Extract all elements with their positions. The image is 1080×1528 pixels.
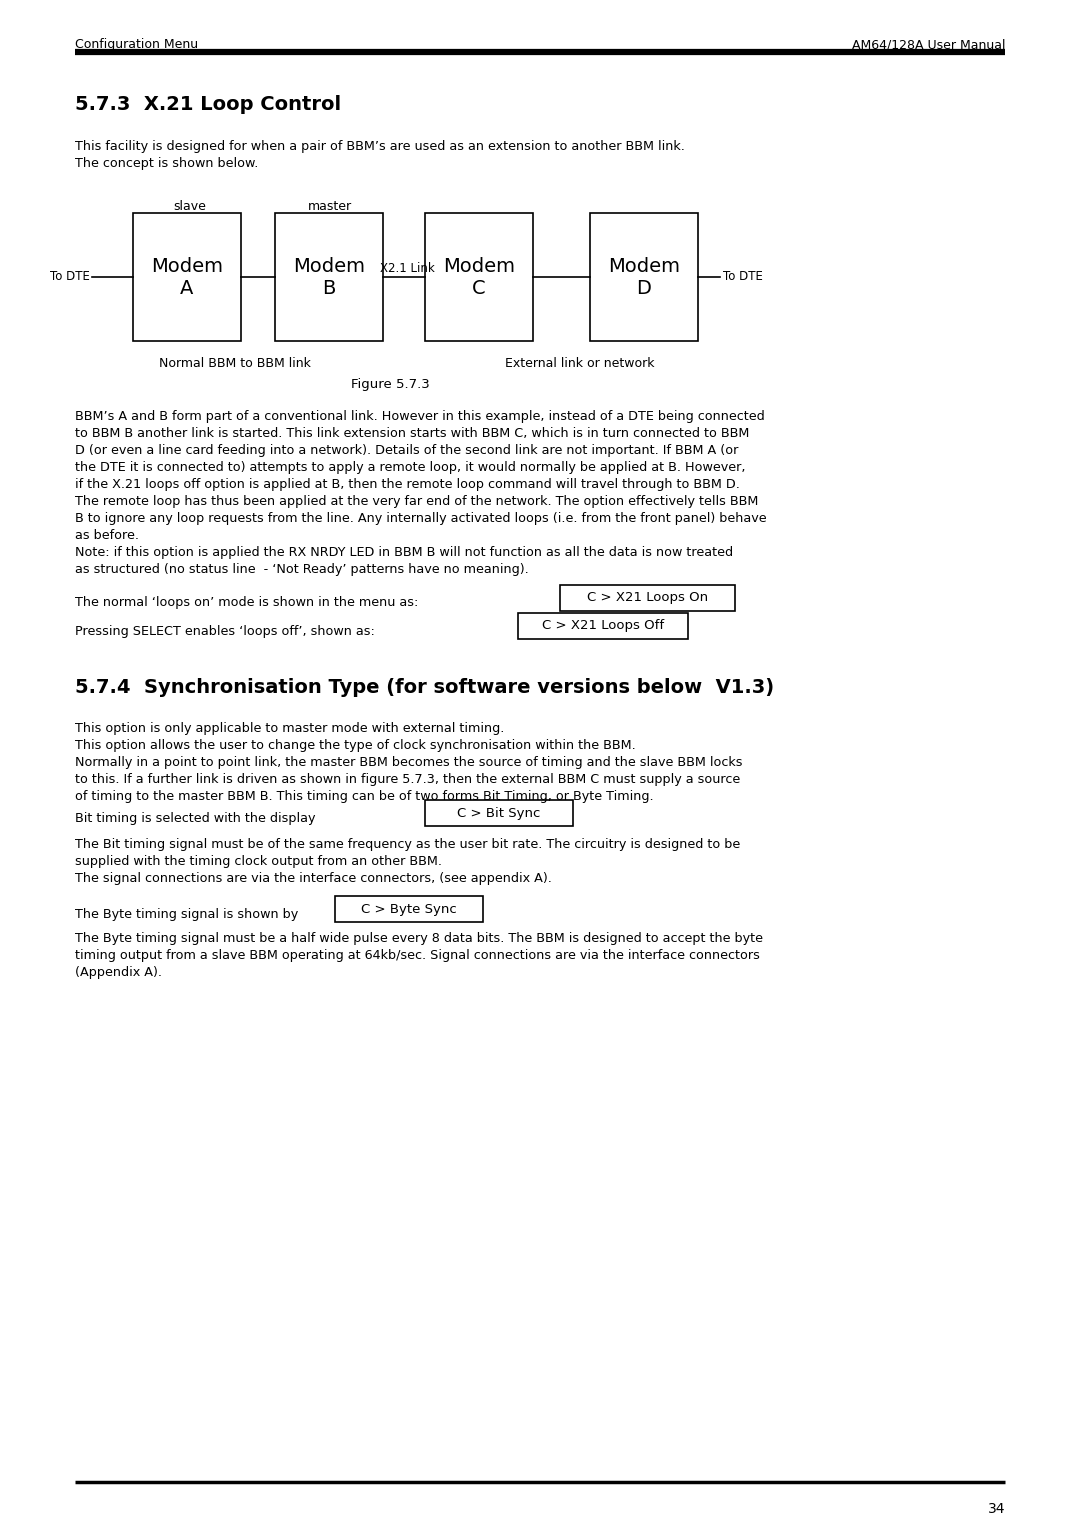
Text: The remote loop has thus been applied at the very far end of the network. The op: The remote loop has thus been applied at…: [75, 495, 758, 507]
Text: The Byte timing signal must be a half wide pulse every 8 data bits. The BBM is d: The Byte timing signal must be a half wi…: [75, 932, 762, 944]
Text: The normal ‘loops on’ mode is shown in the menu as:: The normal ‘loops on’ mode is shown in t…: [75, 596, 418, 610]
Text: The Bit timing signal must be of the same frequency as the user bit rate. The ci: The Bit timing signal must be of the sam…: [75, 837, 740, 851]
Text: B to ignore any loop requests from the line. Any internally activated loops (i.e: B to ignore any loop requests from the l…: [75, 512, 767, 526]
Text: Bit timing is selected with the display: Bit timing is selected with the display: [75, 811, 315, 825]
Text: Pressing SELECT enables ‘loops off’, shown as:: Pressing SELECT enables ‘loops off’, sho…: [75, 625, 375, 639]
Text: AM64/128A User Manual: AM64/128A User Manual: [851, 38, 1005, 50]
Text: C > X21 Loops On: C > X21 Loops On: [586, 591, 708, 605]
Bar: [426, 801, 573, 827]
Text: 5.7.3  X.21 Loop Control: 5.7.3 X.21 Loop Control: [75, 95, 341, 115]
Text: slave: slave: [174, 200, 206, 212]
Text: D: D: [636, 280, 651, 298]
Text: Modem: Modem: [293, 258, 365, 277]
Text: to this. If a further link is driven as shown in figure 5.7.3, then the external: to this. If a further link is driven as …: [75, 773, 740, 785]
Text: This facility is designed for when a pair of BBM’s are used as an extension to a: This facility is designed for when a pai…: [75, 141, 685, 153]
Text: 34: 34: [987, 1502, 1005, 1516]
Text: X2.1 Link: X2.1 Link: [380, 261, 434, 275]
Text: timing output from a slave BBM operating at 64kb/sec. Signal connections are via: timing output from a slave BBM operating…: [75, 949, 760, 963]
Text: master: master: [308, 200, 352, 212]
Text: The Byte timing signal is shown by: The Byte timing signal is shown by: [75, 908, 298, 921]
Bar: [275, 212, 383, 341]
Text: C > Byte Sync: C > Byte Sync: [361, 903, 457, 915]
Text: 5.7.4  Synchronisation Type (for software versions below  V1.3): 5.7.4 Synchronisation Type (for software…: [75, 678, 774, 697]
Bar: [590, 212, 698, 341]
Text: To DTE: To DTE: [50, 270, 90, 284]
Text: Figure 5.7.3: Figure 5.7.3: [351, 377, 430, 391]
Text: C > Bit Sync: C > Bit Sync: [457, 807, 541, 819]
Text: To DTE: To DTE: [723, 270, 762, 284]
Text: B: B: [322, 280, 336, 298]
Text: if the X.21 loops off option is applied at B, then the remote loop command will : if the X.21 loops off option is applied …: [75, 478, 740, 490]
Text: Modem: Modem: [443, 258, 515, 277]
Bar: [518, 613, 688, 639]
Text: supplied with the timing clock output from an other BBM.: supplied with the timing clock output fr…: [75, 856, 442, 868]
Text: the DTE it is connected to) attempts to apply a remote loop, it would normally b: the DTE it is connected to) attempts to …: [75, 461, 745, 474]
Text: External link or network: External link or network: [505, 358, 654, 370]
Text: This option allows the user to change the type of clock synchronisation within t: This option allows the user to change th…: [75, 740, 636, 752]
Text: Modem: Modem: [151, 258, 222, 277]
Text: The signal connections are via the interface connectors, (see appendix A).: The signal connections are via the inter…: [75, 872, 552, 885]
Text: Normally in a point to point link, the master BBM becomes the source of timing a: Normally in a point to point link, the m…: [75, 756, 743, 769]
Text: to BBM B another link is started. This link extension starts with BBM C, which i: to BBM B another link is started. This l…: [75, 426, 750, 440]
Bar: [426, 212, 534, 341]
Text: Configuration Menu: Configuration Menu: [75, 38, 198, 50]
Text: (Appendix A).: (Appendix A).: [75, 966, 162, 979]
Text: BBM’s A and B form part of a conventional link. However in this example, instead: BBM’s A and B form part of a conventiona…: [75, 410, 765, 423]
Text: of timing to the master BBM B. This timing can be of two forms Bit Timing, or By: of timing to the master BBM B. This timi…: [75, 790, 653, 804]
Bar: [335, 895, 483, 921]
Text: This option is only applicable to master mode with external timing.: This option is only applicable to master…: [75, 723, 504, 735]
Text: as before.: as before.: [75, 529, 139, 542]
Text: D (or even a line card feeding into a network). Details of the second link are n: D (or even a line card feeding into a ne…: [75, 445, 739, 457]
Bar: [133, 212, 241, 341]
Text: The concept is shown below.: The concept is shown below.: [75, 157, 258, 170]
Text: Modem: Modem: [608, 258, 680, 277]
Text: Note: if this option is applied the RX NRDY LED in BBM B will not function as al: Note: if this option is applied the RX N…: [75, 545, 733, 559]
Text: C: C: [472, 280, 486, 298]
Bar: [561, 585, 735, 611]
Text: A: A: [180, 280, 193, 298]
Text: Normal BBM to BBM link: Normal BBM to BBM link: [159, 358, 311, 370]
Text: as structured (no status line  - ‘Not Ready’ patterns have no meaning).: as structured (no status line - ‘Not Rea…: [75, 562, 529, 576]
Text: C > X21 Loops Off: C > X21 Loops Off: [542, 619, 664, 633]
